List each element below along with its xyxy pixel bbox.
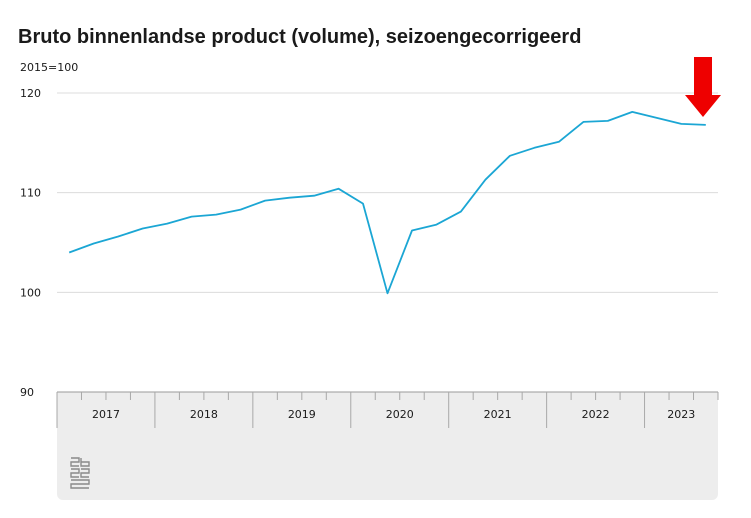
- y-tick-label: 90: [20, 386, 34, 399]
- series-line: [68, 111, 706, 295]
- unit-label: 2015=100: [20, 61, 79, 74]
- y-tick-label: 100: [20, 286, 41, 299]
- x-axis-panel: [57, 392, 718, 500]
- down-arrow-icon: [685, 57, 721, 117]
- x-tick-label: 2021: [484, 408, 512, 421]
- y-tick-label: 120: [20, 87, 41, 100]
- x-tick-label: 2023: [667, 408, 695, 421]
- y-tick-label: 110: [20, 187, 41, 200]
- cbs-logo-icon: [70, 457, 90, 489]
- x-tick-label: 2017: [92, 408, 120, 421]
- x-tick-label: 2019: [288, 408, 316, 421]
- chart-title: Bruto binnenlandse product (volume), sei…: [18, 26, 582, 48]
- x-tick-label: 2020: [386, 408, 414, 421]
- x-tick-label: 2022: [582, 408, 610, 421]
- x-tick-label: 2018: [190, 408, 218, 421]
